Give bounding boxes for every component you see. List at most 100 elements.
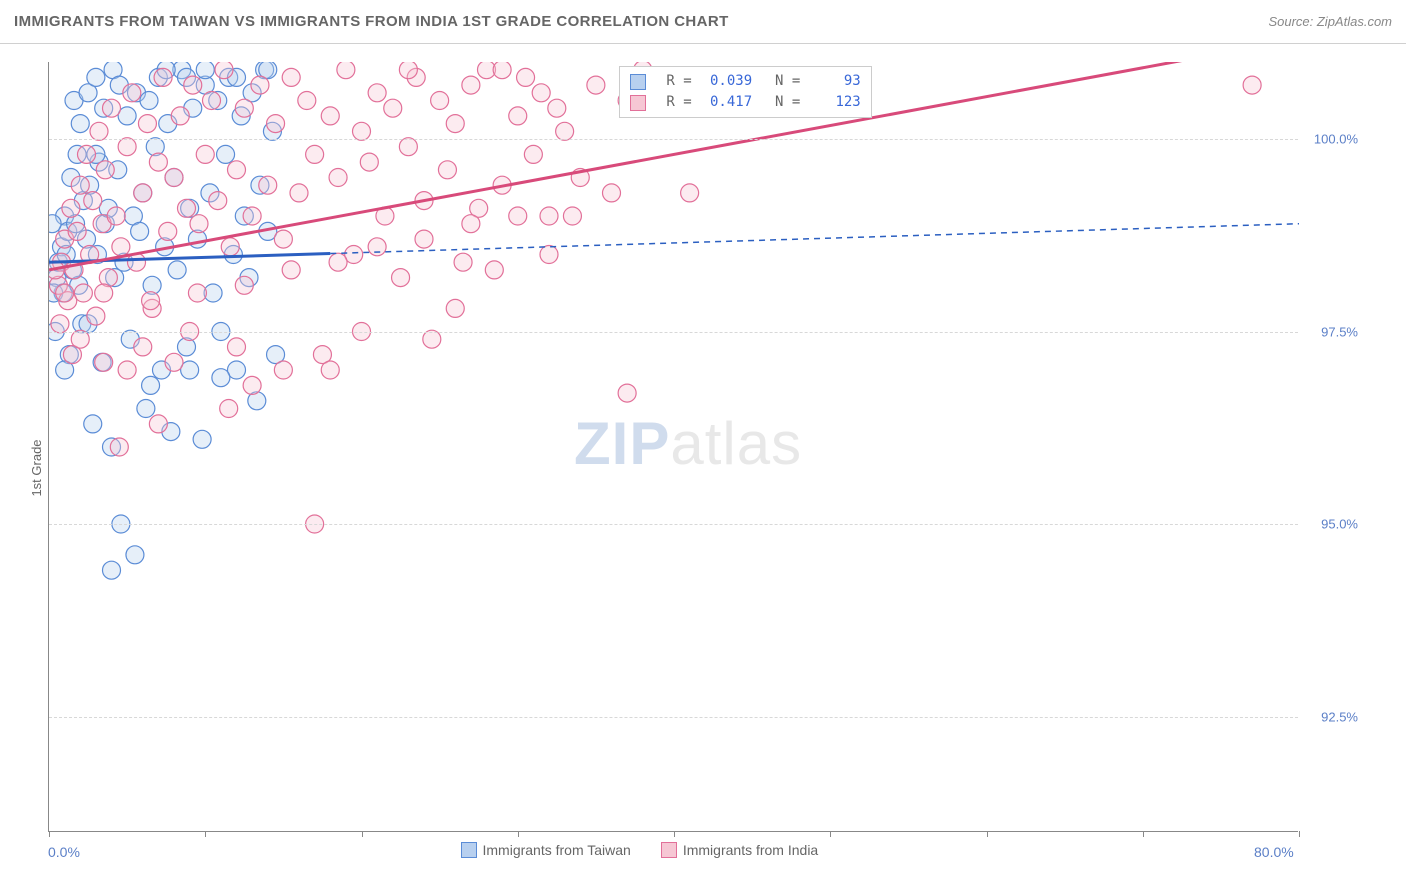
- scatter-point: [87, 68, 105, 86]
- scatter-point: [384, 99, 402, 117]
- scatter-point: [267, 115, 285, 133]
- scatter-point: [123, 84, 141, 102]
- stats-legend-box: R = 0.039 N = 93 R = 0.417 N = 123: [619, 66, 872, 118]
- scatter-point: [171, 107, 189, 125]
- x-tick: [518, 831, 519, 837]
- scatter-point: [84, 415, 102, 433]
- scatter-point: [184, 76, 202, 94]
- scatter-point: [282, 261, 300, 279]
- scatter-point: [215, 62, 233, 79]
- scatter-point: [165, 169, 183, 187]
- scatter-point: [274, 361, 292, 379]
- scatter-point: [462, 76, 480, 94]
- scatter-point: [196, 62, 214, 79]
- scatter-point: [321, 361, 339, 379]
- stats-swatch: [630, 95, 646, 111]
- scatter-point: [556, 122, 574, 140]
- source-label: Source: ZipAtlas.com: [1268, 14, 1392, 29]
- legend-swatch: [461, 842, 477, 858]
- scatter-point: [203, 92, 221, 110]
- scatter-point: [96, 161, 114, 179]
- scatter-point: [274, 230, 292, 248]
- scatter-point: [485, 261, 503, 279]
- scatter-point: [138, 115, 156, 133]
- stats-row: R = 0.039 N = 93: [630, 71, 861, 92]
- scatter-point: [188, 284, 206, 302]
- scatter-point: [56, 284, 74, 302]
- scatter-point: [618, 384, 636, 402]
- x-tick: [987, 831, 988, 837]
- scatter-point: [95, 284, 113, 302]
- y-tick-label: 92.5%: [1321, 709, 1358, 724]
- scatter-point: [71, 176, 89, 194]
- scatter-point: [112, 238, 130, 256]
- stat-r: 0.417: [706, 92, 752, 113]
- plot-area: ZIPatlas R = 0.039 N = 93 R = 0.417 N = …: [48, 62, 1298, 832]
- scatter-point: [68, 222, 86, 240]
- scatter-point: [243, 207, 261, 225]
- x-tick: [49, 831, 50, 837]
- scatter-point: [209, 192, 227, 210]
- scatter-point: [78, 145, 96, 163]
- scatter-point: [1243, 76, 1261, 94]
- scatter-point: [140, 92, 158, 110]
- scatter-point: [159, 222, 177, 240]
- scatter-point: [321, 107, 339, 125]
- gridline: [49, 717, 1298, 718]
- scatter-point: [251, 76, 269, 94]
- y-axis-label: 1st Grade: [29, 439, 44, 496]
- legend-item: Immigrants from Taiwan: [461, 842, 631, 858]
- scatter-point: [438, 161, 456, 179]
- scatter-point: [392, 269, 410, 287]
- scatter-point: [540, 246, 558, 264]
- scatter-point: [134, 184, 152, 202]
- scatter-point: [228, 161, 246, 179]
- scatter-point: [235, 276, 253, 294]
- scatter-point: [62, 199, 80, 217]
- scatter-point: [71, 115, 89, 133]
- scatter-point: [540, 207, 558, 225]
- y-tick-label: 95.0%: [1321, 517, 1358, 532]
- scatter-point: [415, 230, 433, 248]
- scatter-point: [587, 76, 605, 94]
- scatter-point: [329, 169, 347, 187]
- scatter-point: [165, 353, 183, 371]
- scatter-point: [212, 369, 230, 387]
- scatter-point: [146, 138, 164, 156]
- scatter-point: [290, 184, 308, 202]
- scatter-point: [462, 215, 480, 233]
- scatter-point: [103, 561, 121, 579]
- scatter-point: [149, 415, 167, 433]
- stats-row: R = 0.417 N = 123: [630, 92, 861, 113]
- scatter-point: [548, 99, 566, 117]
- scatter-point: [360, 153, 378, 171]
- scatter-point: [118, 138, 136, 156]
- scatter-point: [134, 338, 152, 356]
- scatter-point: [126, 546, 144, 564]
- scatter-point: [49, 215, 61, 233]
- scatter-point: [243, 376, 261, 394]
- plot-wrap: 1st Grade ZIPatlas R = 0.039 N = 93 R = …: [0, 44, 1406, 892]
- legend-label: Immigrants from India: [683, 842, 818, 858]
- scatter-point: [221, 238, 239, 256]
- scatter-point: [532, 84, 550, 102]
- title-bar: IMMIGRANTS FROM TAIWAN VS IMMIGRANTS FRO…: [0, 0, 1406, 44]
- scatter-point: [259, 176, 277, 194]
- scatter-point: [509, 107, 527, 125]
- scatter-point: [446, 299, 464, 317]
- scatter-point: [71, 330, 89, 348]
- scatter-point: [107, 207, 125, 225]
- scatter-point: [103, 99, 121, 117]
- scatter-point: [90, 122, 108, 140]
- scatter-point: [142, 376, 160, 394]
- chart-title: IMMIGRANTS FROM TAIWAN VS IMMIGRANTS FRO…: [14, 13, 729, 30]
- scatter-point: [329, 253, 347, 271]
- scatter-point: [368, 238, 386, 256]
- scatter-point: [178, 199, 196, 217]
- scatter-point: [524, 145, 542, 163]
- scatter-point: [131, 222, 149, 240]
- scatter-point: [399, 62, 417, 79]
- x-axis-max-label: 80.0%: [1254, 844, 1294, 860]
- scatter-point: [190, 215, 208, 233]
- x-tick: [674, 831, 675, 837]
